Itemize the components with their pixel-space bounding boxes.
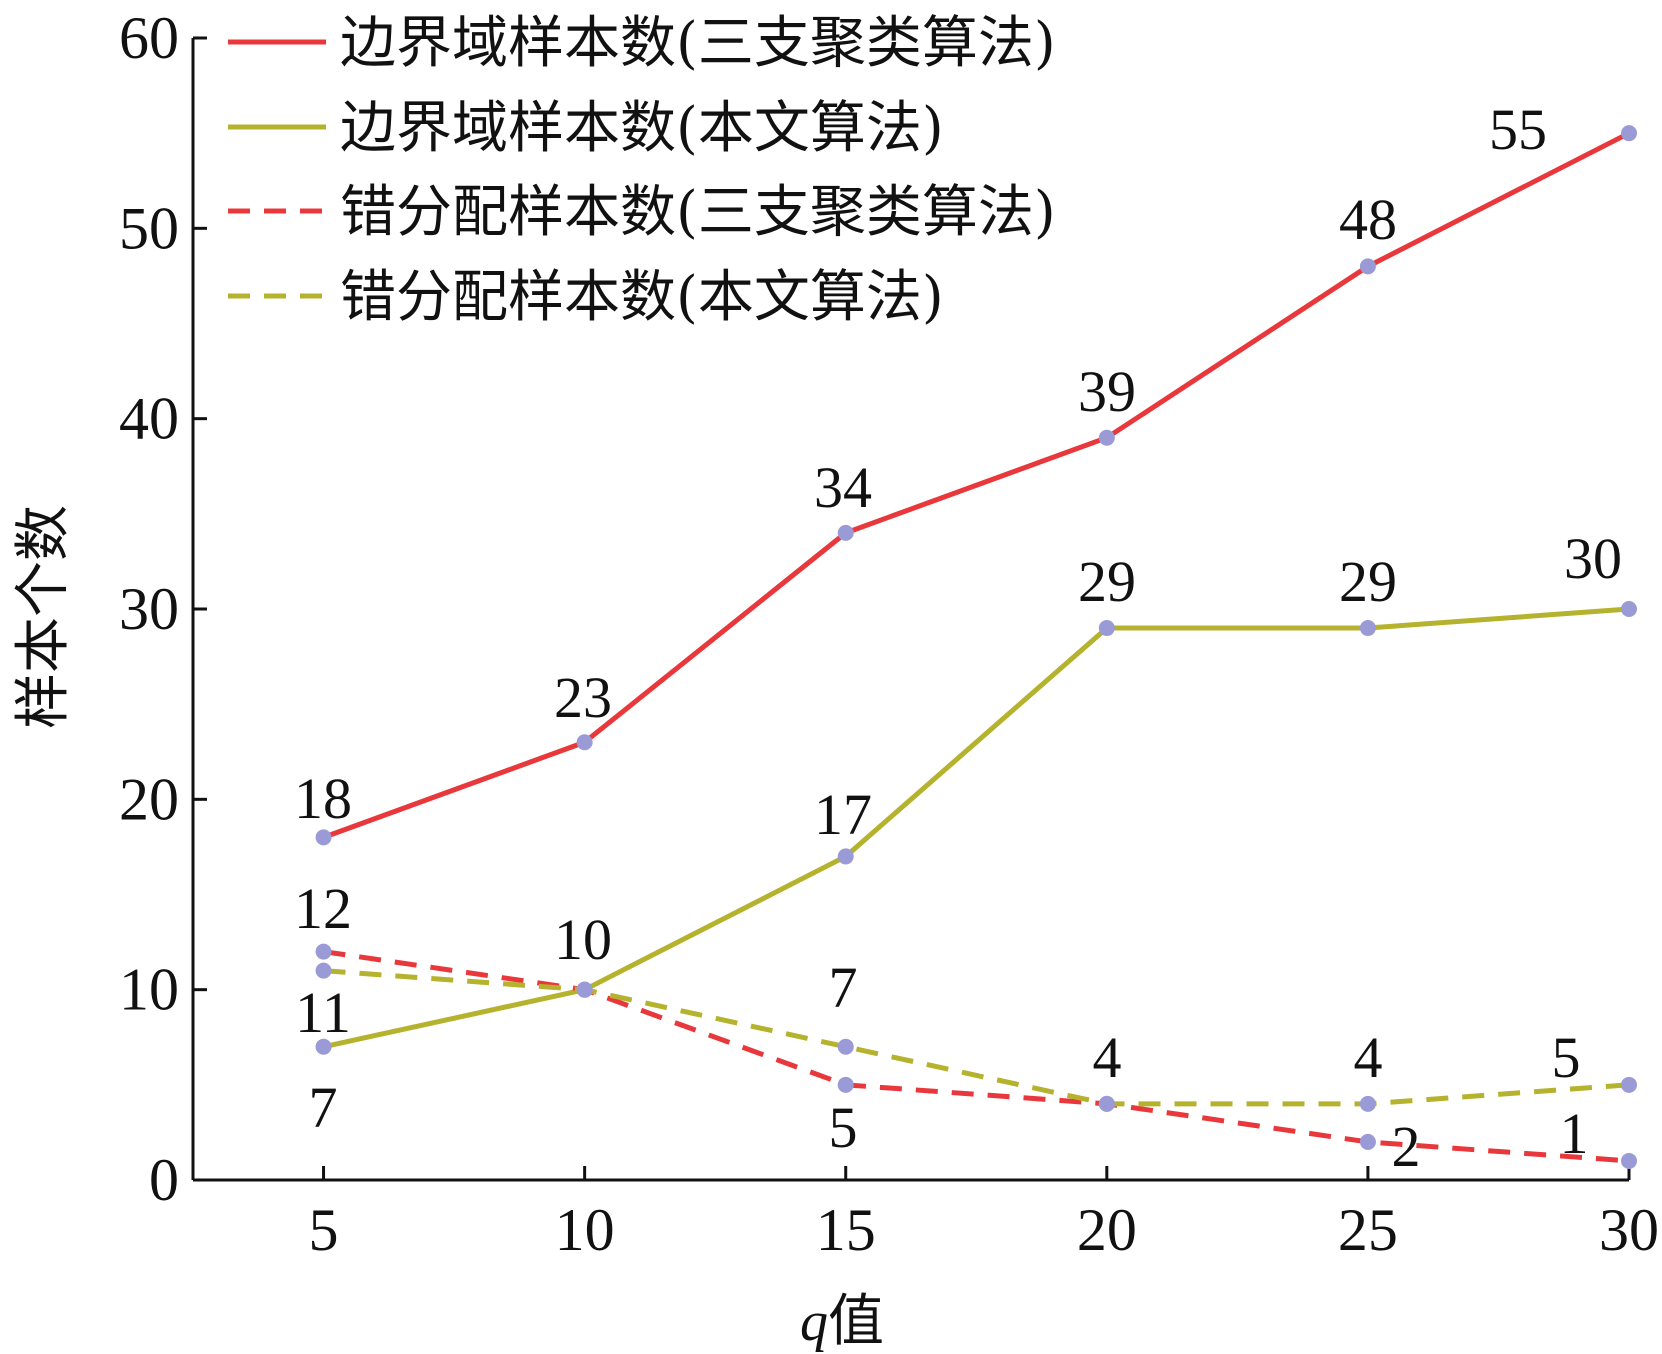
data-point: [1621, 601, 1637, 617]
legend-label: 错分配样本数(三支聚类算法): [340, 180, 1056, 245]
data-point: [315, 829, 332, 846]
x-tick-label: 5: [309, 1197, 339, 1263]
data-point: [1098, 1095, 1115, 1112]
y-tick-label: 0: [149, 1147, 179, 1213]
data-point: [1621, 1076, 1637, 1093]
series-line-2: [323, 606, 1630, 1050]
x-tick-label: 30: [1599, 1197, 1659, 1263]
data-label: 17: [814, 782, 872, 847]
x-tick-label: 25: [1338, 1197, 1398, 1263]
data-label: 5: [829, 1095, 858, 1160]
x-axis-variable: q: [800, 1291, 828, 1353]
data-label: 34: [814, 455, 872, 520]
x-tick-label: 20: [1077, 1197, 1137, 1263]
legend-label: 边界域样本数(三支聚类算法): [340, 11, 1056, 76]
x-tick-label: 10: [555, 1197, 615, 1263]
data-point: [1621, 1152, 1637, 1169]
data-label: 48: [1339, 187, 1397, 252]
data-point: [1359, 1133, 1376, 1150]
data-label: 39: [1078, 359, 1136, 424]
data-label: 7: [309, 1075, 338, 1140]
data-point: [315, 1038, 332, 1055]
legend: 边界域样本数(三支聚类算法) 边界域样本数(本文算法) 错分配样本数(三支聚类算法)…: [228, 11, 1056, 330]
data-label: 12: [294, 876, 352, 941]
data-label: 30: [1564, 526, 1622, 591]
legend-label: 边界域样本数(本文算法): [340, 96, 944, 161]
data-label: 1: [1560, 1101, 1589, 1166]
data-point: [1359, 1095, 1376, 1112]
data-label: 55: [1489, 97, 1547, 162]
data-label: 4: [1354, 1025, 1383, 1090]
data-point: [837, 848, 854, 865]
data-point: [1098, 429, 1115, 446]
data-label: 10: [554, 907, 612, 972]
x-tick-label: 15: [816, 1197, 876, 1263]
data-label: 2: [1392, 1114, 1421, 1179]
series-line-3: [323, 949, 1630, 1164]
series-line-1: [322, 130, 1631, 840]
data-label: 29: [1339, 549, 1397, 614]
y-tick-label: 60: [119, 5, 179, 71]
data-label: 5: [1552, 1025, 1581, 1090]
y-tick-label: 30: [119, 576, 179, 642]
series-line-4: [323, 968, 1630, 1107]
data-label: 29: [1078, 549, 1136, 614]
data-label: 18: [294, 766, 352, 831]
data-point: [1359, 258, 1376, 275]
data-label: 11: [295, 980, 351, 1045]
data-label: 23: [554, 665, 612, 730]
data-point: [315, 962, 332, 979]
data-point: [837, 1076, 854, 1093]
data-point: [576, 981, 593, 998]
y-tick-label: 20: [119, 766, 179, 832]
x-axis-title: q值: [800, 1289, 884, 1354]
data-label: 4: [1093, 1025, 1122, 1090]
legend-label: 错分配样本数(本文算法): [340, 265, 944, 330]
data-point: [837, 1038, 854, 1055]
y-tick-label: 50: [119, 195, 179, 261]
data-point: [837, 524, 854, 541]
y-axis-title: 样本个数: [11, 505, 76, 729]
data-point: [1621, 125, 1637, 142]
y-tick-label: 40: [119, 386, 179, 452]
data-label: 7: [829, 955, 858, 1020]
y-tick-label: 10: [119, 957, 179, 1023]
data-point: [576, 734, 593, 751]
data-point: [1359, 620, 1376, 637]
series-group: [315, 125, 1637, 1169]
x-axis-suffix: 值: [828, 1289, 884, 1354]
data-point: [1098, 620, 1115, 637]
data-point: [315, 943, 332, 960]
